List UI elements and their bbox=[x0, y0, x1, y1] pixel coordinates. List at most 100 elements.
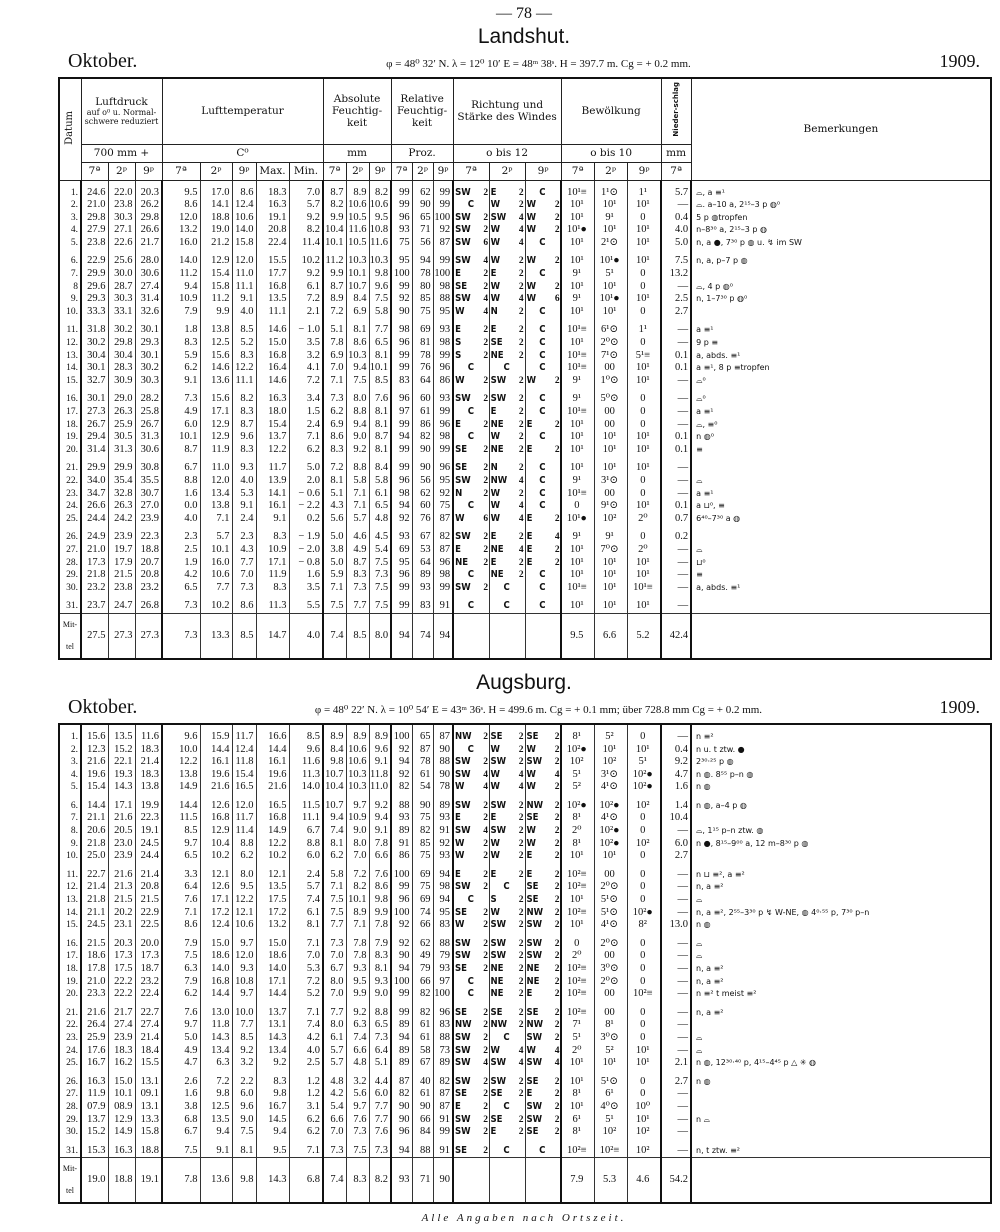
precipitation-cell: — bbox=[660, 963, 692, 976]
abs-2p-cell: 9.3 bbox=[345, 963, 370, 976]
temp-max-cell: 13.7 bbox=[255, 1006, 290, 1020]
day-cell: 13. bbox=[58, 349, 82, 363]
cloud-9p-cell: 0 bbox=[626, 406, 662, 419]
cloud-9p-cell: 0 bbox=[626, 812, 662, 826]
remarks-cell: ⌓, ≡⁰ bbox=[690, 418, 992, 432]
pressure-2p-cell: 22.6 bbox=[107, 236, 136, 250]
table-row: 25. 24.4 24.2 23.9 4.0 7.1 2.4 9.1 0.2 5.6 5.7 4.8 9… bbox=[58, 512, 992, 526]
temp-7a-cell: 12.2 bbox=[161, 756, 201, 769]
rel-9p-cell: 94 bbox=[432, 612, 454, 659]
abs-9p-cell: 9.6 bbox=[368, 280, 392, 294]
temp-min-cell: 9.2 bbox=[288, 268, 324, 281]
wind-direction: SE bbox=[490, 1006, 503, 1018]
temp-min-cell: 5.5 bbox=[288, 600, 324, 614]
wind-direction: SW bbox=[455, 393, 471, 405]
spacer-row bbox=[58, 180, 992, 187]
temp-7a-cell: 9.7 bbox=[161, 837, 201, 851]
pressure-2p-cell: 15.0 bbox=[107, 1075, 136, 1089]
cloud-7a-cell: 10² bbox=[560, 756, 595, 769]
table-row: 8 29.6 28.7 27.4 9.4 15.8 11.1 16.8 6.1 8.7 10.7 9.… bbox=[58, 280, 992, 294]
rel-9p-cell: 99 bbox=[432, 406, 454, 419]
rel-7a-cell: 96 bbox=[390, 211, 413, 225]
rel-9p-cell: 82 bbox=[432, 531, 454, 544]
temp-2p-cell: 15.4 bbox=[199, 268, 233, 281]
spacer-row bbox=[58, 793, 992, 800]
temp-2p-cell: 12.1 bbox=[199, 868, 233, 882]
wind-9p-cell bbox=[524, 612, 562, 659]
header-abs-feuchtigkeit: Absolute Feuchtig-keit bbox=[322, 77, 392, 145]
wind-direction: SW bbox=[455, 756, 471, 768]
table-row: 2. 21.0 23.8 26.2 8.6 14.1 12.4 16.3 5.7 8.2 10.6 1… bbox=[58, 199, 992, 212]
rel-2p-cell: 84 bbox=[411, 1126, 434, 1139]
rel-9p-cell: 89 bbox=[432, 1057, 454, 1070]
abs-2p-cell: 7.7 bbox=[345, 600, 370, 614]
wind-direction: SW bbox=[455, 1126, 471, 1138]
table-row: 5. 15.4 14.3 13.8 14.9 21.6 16.5 21.6 14.0 10.4 10… bbox=[58, 781, 992, 794]
wind-2p-cell: C bbox=[488, 581, 526, 595]
pressure-7a-cell: 27.9 bbox=[80, 224, 109, 237]
wind-strength: 2 bbox=[554, 869, 560, 880]
rel-2p-cell: 71 bbox=[411, 1157, 434, 1204]
spacer-cell bbox=[690, 180, 992, 187]
rel-9p-cell: 95 bbox=[432, 305, 454, 319]
wind-7a-cell: SW 4 bbox=[452, 825, 490, 838]
temp-2p-cell: 9.4 bbox=[199, 1126, 233, 1139]
abs-2p-cell: 7.8 bbox=[345, 937, 370, 951]
rel-7a-cell: 89 bbox=[390, 825, 413, 838]
temp-min-cell: 2.1 bbox=[288, 305, 324, 319]
wind-strength: 2 bbox=[483, 907, 488, 918]
pressure-2p-cell: 23.9 bbox=[107, 850, 136, 863]
precipitation-cell: 13.0 bbox=[660, 919, 692, 932]
precipitation-cell: 0.4 bbox=[660, 211, 692, 225]
abs-7a-cell: 6.7 bbox=[322, 963, 347, 976]
wind-7a-cell: SW 2 bbox=[452, 881, 490, 895]
wind-strength: 2 bbox=[483, 757, 488, 768]
wind-7a-cell: SW 2 bbox=[452, 799, 490, 813]
wind-direction: E bbox=[455, 268, 461, 280]
temp-7a-cell: 6.5 bbox=[161, 850, 201, 863]
pressure-9p-cell: 31.4 bbox=[134, 293, 163, 306]
rel-9p-cell: 88 bbox=[432, 293, 454, 306]
pressure-2p-cell: 17.3 bbox=[107, 950, 136, 963]
rel-9p-cell: 82 bbox=[432, 1075, 454, 1089]
table-row: 15. 32.7 30.9 30.3 9.1 13.6 11.1 14.6 7.2 7.1 7.5 8… bbox=[58, 374, 992, 388]
temp-9p-cell: 2.3 bbox=[231, 531, 257, 544]
wind-strength: 2 bbox=[554, 1089, 560, 1100]
rel-9p-cell: 93 bbox=[432, 850, 454, 863]
spacer-row bbox=[58, 862, 992, 869]
cloud-7a-cell: 9¹ bbox=[560, 374, 595, 388]
temp-2p-cell: 12.9 bbox=[199, 431, 233, 444]
abs-2p-cell: 4.9 bbox=[345, 543, 370, 557]
pressure-2p-cell: 33.1 bbox=[107, 305, 136, 319]
pressure-2p-cell: 19.3 bbox=[107, 768, 136, 782]
wind-direction: SE bbox=[526, 730, 539, 742]
abs-2p-cell: 6.9 bbox=[345, 305, 370, 319]
wind-2p-cell: NE 2 bbox=[488, 975, 526, 989]
day-cell: 29. bbox=[58, 569, 82, 582]
temp-7a-cell: 12.0 bbox=[161, 211, 201, 225]
remarks-cell: n ◍ bbox=[690, 781, 992, 794]
wind-strength: 2 bbox=[518, 1076, 524, 1087]
cloud-2p-cell: 2⁰⊙ bbox=[593, 337, 628, 350]
wind-7a-cell: C bbox=[452, 431, 490, 444]
pressure-7a-cell: 21.8 bbox=[80, 837, 109, 851]
temp-7a-cell: 6.3 bbox=[161, 963, 201, 976]
pressure-9p-cell: 26.8 bbox=[134, 600, 163, 614]
abs-2p-cell: 9.5 bbox=[345, 975, 370, 989]
wind-strength: 2 bbox=[483, 544, 489, 555]
wind-direction: SW bbox=[455, 474, 471, 486]
cloud-7a-cell: 10¹ bbox=[560, 1075, 595, 1089]
rel-7a-cell: 99 bbox=[390, 186, 413, 200]
cloud-7a-cell: 10²● bbox=[560, 743, 595, 757]
table-row: 28. 07.9 08.9 13.1 3.8 12.5 9.6 16.7 3.1 5.4 9.7 7.… bbox=[58, 1100, 992, 1114]
cloud-9p-cell: 10² bbox=[626, 1144, 662, 1158]
wind-strength: 2 bbox=[554, 281, 560, 292]
temp-min-cell: 2.4 bbox=[288, 418, 324, 432]
rel-2p-cell: 78 bbox=[411, 349, 434, 363]
wind-direction: SW bbox=[455, 1075, 471, 1087]
wind-7a-cell: SW 4 bbox=[452, 293, 490, 306]
rel-7a-cell: 99 bbox=[390, 600, 413, 614]
